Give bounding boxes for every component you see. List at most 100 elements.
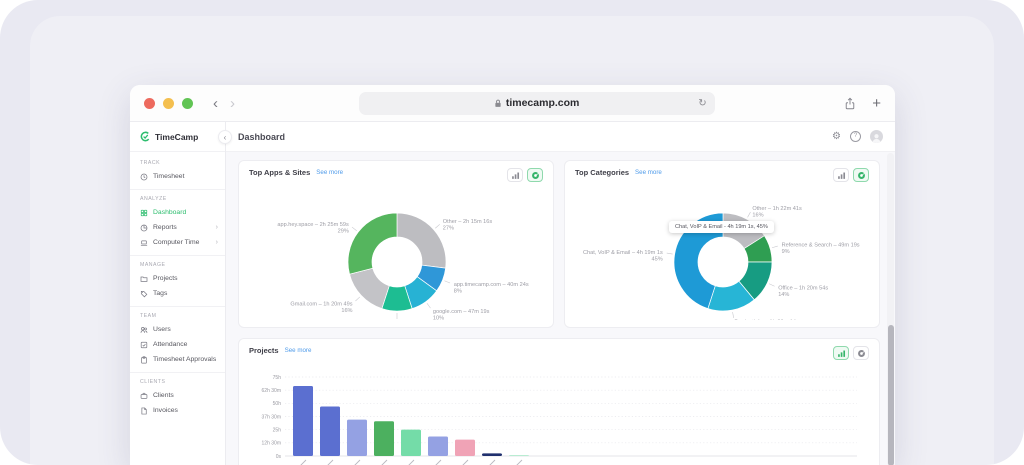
sidebar-item-projects[interactable]: Projects [130,271,225,286]
see-more-link[interactable]: See more [635,169,662,176]
donut-slice-label: Other – 1h 22m 41s 16% [752,206,802,219]
donut-slice-gmail-com[interactable] [349,267,390,310]
scrollbar-thumb[interactable] [887,325,894,465]
bar-project-8[interactable] [482,453,502,456]
sidebar-item-clients[interactable]: Clients [130,388,225,403]
logo-row[interactable]: TimeCamp [130,122,225,152]
y-axis-tick: 25h [273,427,282,433]
sidebar-item-attendance[interactable]: Attendance [130,337,225,352]
x-axis-label [408,459,415,465]
y-axis-tick: 0s [276,454,282,460]
forward-icon[interactable]: › [230,94,235,112]
card-top-categories: Top Categories See more O [564,160,880,328]
new-tab-icon[interactable]: + [872,94,881,112]
x-axis-label [354,459,361,465]
url-bar[interactable]: timecamp.com ↻ [358,91,715,115]
card-title: Top Categories [575,168,630,177]
back-icon[interactable]: ‹ [213,94,218,112]
attendance-icon [140,341,148,348]
sidebar-item-label: Reports [153,224,177,231]
sidebar-nav: TRACK Timesheet ANALYZE Dashboard Reports › Co… [130,152,225,418]
pie-chart-toggle[interactable] [853,168,869,182]
avatar[interactable] [870,130,883,143]
clock-icon [140,173,148,180]
donut-slice-chat-voip-email[interactable] [673,212,724,310]
sidebar-item-label: Computer Time [153,239,200,246]
sidebar-section-label: MANAGE [140,262,166,268]
logo-text: TimeCamp [155,131,199,142]
donut-slice-label: google.com – 47m 19s 10% [433,309,490,320]
projects-bar-chart[interactable]: 0s 12h 30m 25h 37h 30m 50h 62h 30m 75h [249,364,869,465]
close-window-button[interactable] [144,97,155,109]
share-icon[interactable] [844,97,856,110]
avatar-person-icon [872,134,881,143]
main-area: Dashboard ⚙ ? [226,122,895,465]
y-axis-tick: 75h [273,375,282,381]
sidebar: TimeCamp TRACK Timesheet ANALYZE Dashboard R… [130,122,226,465]
invoice-icon [141,407,147,414]
donut-slice-label: Productivity – 1h 30m 14s16% [734,319,799,320]
sidebar-section-label: TEAM [140,313,157,319]
pie-chart-toggle[interactable] [853,346,869,360]
bar-chart-toggle[interactable] [833,346,849,360]
y-axis-tick: 37h 30m [262,414,281,420]
top-apps-donut-chart[interactable]: Other – 2h 15m 16s 27% app.timecamp.com – … [249,182,545,320]
sidebar-item-dashboard[interactable]: Dashboard [130,205,225,220]
sidebar-divider [130,189,225,190]
y-axis-tick: 50h [273,401,282,407]
sidebar-item-invoices[interactable]: Invoices [130,403,225,418]
bar-project-5[interactable] [401,429,421,456]
sidebar-item-computer-time[interactable]: Computer Time › [130,235,225,250]
sidebar-item-reports[interactable]: Reports › [130,220,225,235]
pie-chart-toggle[interactable] [527,168,543,182]
see-more-link[interactable]: See more [284,347,312,354]
top-categories-donut-chart[interactable]: Other – 1h 22m 41s 16% Reference & Search … [575,182,871,320]
see-more-link[interactable]: See more [316,169,344,176]
url-text: timecamp.com [505,97,580,109]
bar-chart-toggle[interactable] [507,168,523,182]
reload-icon[interactable]: ↻ [698,97,707,109]
minimize-window-button[interactable] [163,97,174,109]
sidebar-item-timesheet[interactable]: Timesheet [130,169,225,184]
bar-project-9[interactable] [509,455,529,456]
sidebar-item-timesheet-approvals[interactable]: Timesheet Approvals [130,352,225,367]
donut-slice-label: app.hey.space – 2h 25m 59s 29% [277,222,349,235]
sidebar-item-label: Dashboard [153,209,187,216]
scrollbar-track[interactable] [887,153,894,465]
x-axis-label [327,459,334,465]
bar-project-2[interactable] [320,406,340,456]
zoom-window-button[interactable] [182,97,193,109]
card-header: Projects See more [249,346,869,360]
y-axis-tick: 62h 30m [262,388,281,394]
tag-icon [140,290,148,297]
bar-project-7[interactable] [455,439,475,456]
bar-project-3[interactable] [347,419,367,456]
app-header: Dashboard ⚙ ? [226,122,895,152]
sidebar-collapse-button[interactable]: ‹ [218,130,232,144]
bar-project-4[interactable] [374,421,394,456]
donut-slice-app-hey-space[interactable] [347,212,398,275]
dashboard-content: Top Apps & Sites See more [226,152,895,465]
bar-chart-icon [837,172,845,179]
sidebar-divider [130,372,225,373]
bar-project-1[interactable] [293,385,313,456]
sidebar-item-users[interactable]: Users [130,322,225,337]
browser-toolbar: ‹ › timecamp.com ↻ + [130,85,895,122]
bar-project-6[interactable] [428,436,448,456]
sidebar-item-label: Attendance [153,341,188,348]
donut-slice-other[interactable] [396,212,447,269]
chevron-right-icon: › [215,224,218,231]
pie-chart-icon [857,349,865,357]
help-icon[interactable]: ? [850,131,861,142]
x-axis-label [489,459,496,465]
donut-slice-label: Office – 1h 20m 54s 14% [778,285,828,298]
sidebar-divider [130,306,225,307]
sidebar-item-label: Users [153,326,171,333]
dashboard-icon [140,209,148,216]
settings-gear-icon[interactable]: ⚙ [832,131,841,142]
bar-chart-toggle[interactable] [833,168,849,182]
sidebar-item-tags[interactable]: Tags [130,286,225,301]
sidebar-item-label: Clients [153,392,174,399]
card-top-apps-sites: Top Apps & Sites See more [238,160,554,328]
